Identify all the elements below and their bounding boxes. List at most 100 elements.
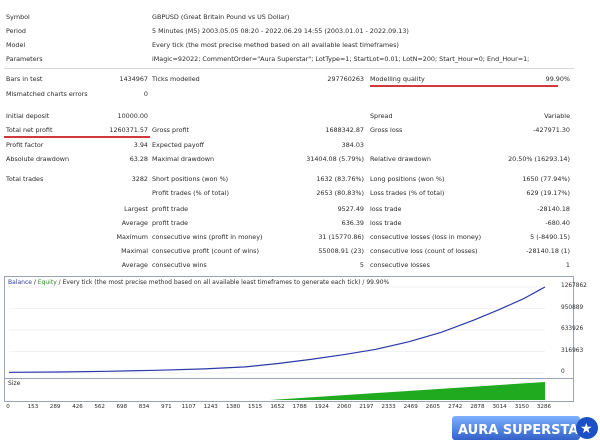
x-tick-label: 971 [161,404,172,410]
average-profit-label: profit trade [152,219,189,227]
ticks-value: 297760263 [327,75,364,83]
ticks-label: Ticks modelled [152,75,200,83]
x-tick-label: 1788 [292,404,307,410]
largest-loss-label: loss trade [370,205,402,213]
parameters-label: Parameters [6,55,43,63]
maxconslosses-value: 5 (-8490.15) [530,233,570,241]
deposit-label: Initial deposit [6,112,50,120]
largest-loss-value: -28140.18 [537,205,570,213]
profittrades-value: 2653 (80.83%) [316,189,364,197]
logo-graphic: AURA SUPERSTAR ★ [452,416,598,440]
short-label: Short positions (won %) [152,175,229,183]
losstrades-label: Loss trades (% of total) [370,189,445,197]
maximum-label: Maximum [116,233,149,241]
logo-text: AURA SUPERSTAR [458,423,588,438]
maxdd-label: Maximal drawdown [152,155,215,163]
bars-value: 1434967 [119,75,148,83]
long-label: Long positions (won %) [370,175,445,183]
x-tick-label: 834 [138,404,150,410]
largest-label: Largest [124,205,148,213]
avgconslosses-value: 1 [565,261,570,269]
x-tick-label: 3014 [492,404,507,410]
x-tick-label: 3286 [536,404,552,410]
volume-chart: Size [4,378,574,402]
period-label: Period [6,27,26,35]
parameters-value: iMagic=92022; CommentOrder="Aura Superst… [152,55,530,63]
x-tick-label: 2060 [336,404,352,410]
y-tick-label: 316963 [561,347,584,354]
avgconswins-value: 5 [359,261,364,269]
legend-description: / Every tick (the most precise method ba… [56,279,390,286]
absdd-value: 63.28 [129,155,148,163]
quality-underline [370,85,558,87]
x-tick-label: 1107 [181,404,196,410]
average2-label: Average [121,261,148,269]
grossloss-label: Gross loss [370,126,403,134]
x-tick-label: 562 [94,404,105,410]
x-tick-label: 3150 [514,404,529,410]
y-tick-label: 950889 [561,304,584,311]
netprofit-value: 1260371.57 [109,126,148,134]
x-tick-label: 2742 [448,404,463,410]
x-tick-label: 698 [116,404,128,410]
x-tick-label: 153 [27,404,39,410]
expectedpayoff-label: Expected payoff [152,141,204,149]
spread-value: Variable [544,112,570,120]
x-tick-label: 2469 [403,404,418,410]
maxconsprofit-value: 55008.91 (23) [318,247,364,255]
y-tick-label: 0 [561,369,565,375]
volume-plot [269,382,545,400]
profittrades-label: Profit trades (% of total) [152,189,229,197]
largest-profit-value: 9527.49 [337,205,364,213]
maxconsloss-label: consecutive loss (count of losses) [370,247,478,255]
x-tick-label: 426 [72,404,83,410]
short-value: 1632 (83.76%) [316,175,364,183]
avgconswins-label: consecutive wins [152,261,207,269]
x-tick-label: 0 [6,404,10,410]
x-tick-label: 2605 [425,404,441,410]
average-profit-value: 636.39 [341,219,364,227]
maxconsprofit-label: consecutive profit (count of wins) [152,247,259,255]
chart-plot [8,286,546,374]
x-tick-label: 2878 [470,404,485,410]
period-value: 5 Minutes (M5) 2003.05.05 08:20 - 2022.0… [152,27,409,35]
trades-label: Total trades [6,175,44,183]
mismatch-label: Mismatched charts errors [6,90,88,98]
largest-profit-label: profit trade [152,205,189,213]
long-value: 1650 (77.94%) [522,175,570,183]
absdd-label: Absolute drawdown [6,155,70,163]
maxconswins-label: consecutive wins (profit in money) [152,233,263,241]
model-value: Every tick (the most precise method base… [152,41,399,49]
x-tick-label: 1243 [203,404,218,410]
y-tick-label: 633926 [561,326,584,332]
reldd-value: 20.50% (16293.14) [508,155,570,163]
quality-label: Modelling quality [370,75,425,83]
maxconsloss-value: -28140.18 (1) [526,247,570,255]
legend-separator: / [31,279,38,286]
quality-value: 99.90% [545,75,570,83]
avgconslosses-label: consecutive losses [370,261,430,269]
grossprofit-label: Gross profit [152,126,190,134]
size-label: Size [8,380,21,387]
star-icon: ★ [580,421,593,437]
x-axis: 0 153 289 426 562 698 834 971 1107 1243 1380 1515 16… [4,402,572,412]
x-tick-label: 1380 [225,404,241,410]
losstrades-value: 629 (19.17%) [526,189,570,197]
legend-balance: Balance [8,279,32,286]
x-tick-label: 289 [49,404,61,410]
spread-label: Spread [370,112,393,120]
profitfactor-label: Profit factor [6,141,44,149]
balance-chart: Balance / Equity / Every tick (the most … [4,276,574,398]
reldd-label: Relative drawdown [370,155,431,163]
aura-superstar-logo: AURA SUPERSTAR ★ [452,414,598,444]
average-label: Average [121,219,148,227]
divider [4,68,574,69]
x-tick-label: 2333 [381,404,396,410]
mismatch-value: 0 [143,90,148,98]
grossprofit-value: 1688342.87 [325,126,364,134]
symbol-label: Symbol [6,13,30,21]
expectedpayoff-value: 384.03 [341,141,364,149]
x-tick-label: 2197 [359,404,374,410]
y-tick-label: 1267862 [561,283,587,289]
volume-area [269,382,545,400]
